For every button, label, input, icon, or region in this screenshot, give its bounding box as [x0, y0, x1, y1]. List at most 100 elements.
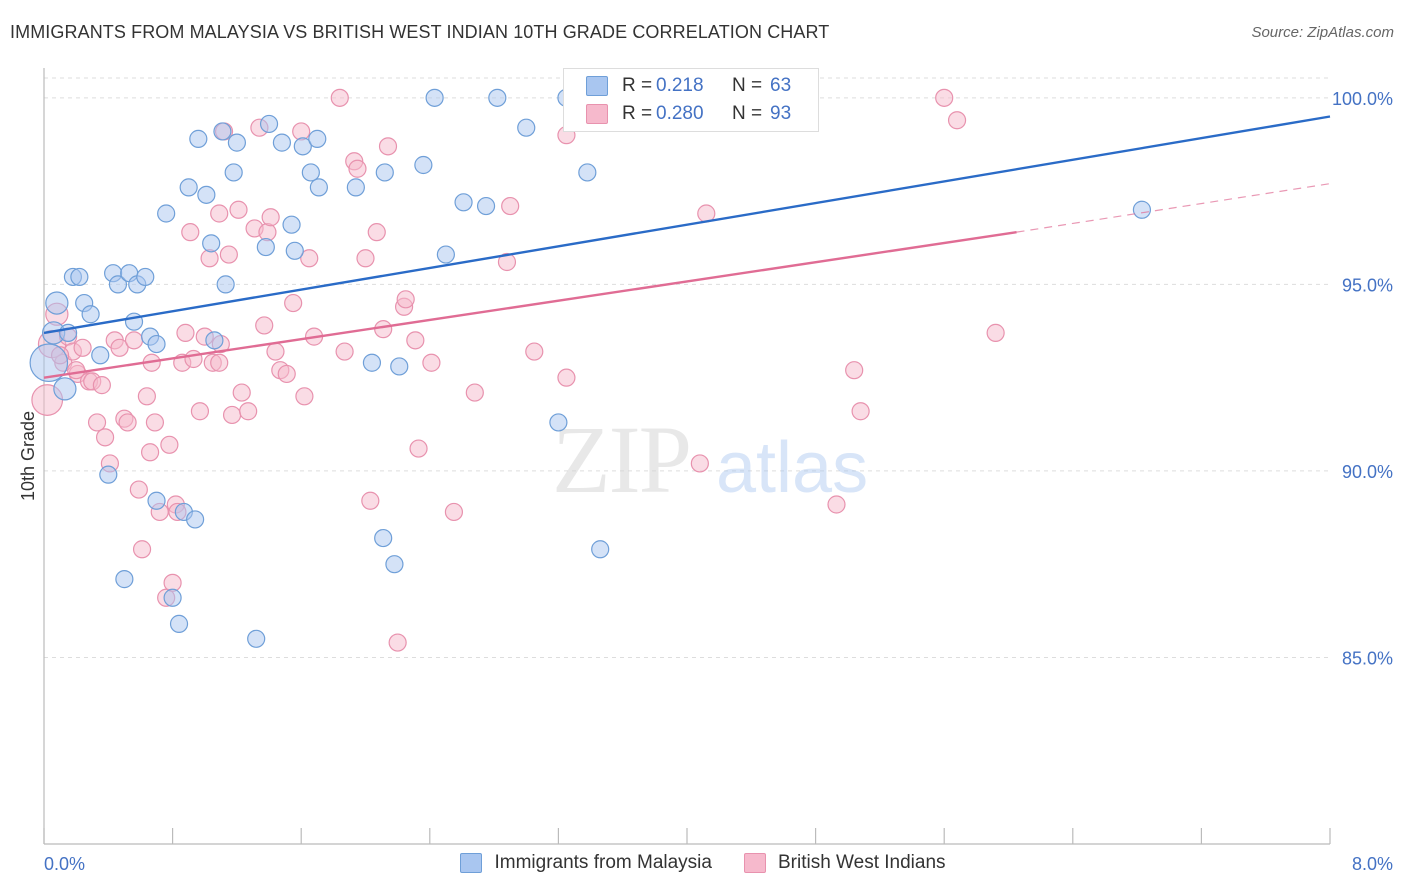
data-points	[29, 88, 1152, 652]
malaysia-point	[425, 88, 444, 107]
bwi-point	[137, 387, 156, 406]
bwi-point	[406, 331, 425, 350]
bwi-point	[444, 502, 464, 522]
malaysia-point	[91, 346, 110, 365]
bwi-point	[160, 435, 179, 454]
malaysia-point	[375, 163, 394, 182]
malaysia-point	[216, 275, 235, 294]
malaysia-point	[591, 540, 610, 559]
bwi-point	[266, 342, 285, 361]
malaysia-point	[256, 237, 275, 257]
bwi-point	[129, 480, 148, 499]
malaysia-point	[272, 133, 292, 152]
malaysia-point	[362, 353, 382, 372]
y-tick-label: 90.0%	[1342, 462, 1393, 482]
legend-n-value-malaysia: 63	[770, 75, 792, 96]
bwi-point	[367, 223, 386, 242]
legend-r-value-malaysia: 0.218	[656, 75, 704, 96]
legend-swatch-blue	[460, 853, 483, 873]
bwi-point	[190, 402, 210, 421]
legend-r-label: R =	[622, 75, 653, 96]
bwi-point	[92, 376, 111, 395]
x-tick-label-max: 8.0%	[1352, 854, 1393, 874]
trend-lines	[43, 115, 1331, 379]
legend-n-value-bwi: 93	[770, 103, 792, 124]
bwi-point	[239, 402, 258, 421]
bwi-point	[497, 252, 517, 272]
malaysia-point	[309, 178, 328, 197]
bwi-point	[73, 338, 92, 357]
legend-item-malaysia[interactable]: Immigrants from Malaysia	[460, 852, 712, 874]
bwi-point	[284, 293, 303, 313]
malaysia-point	[115, 570, 134, 589]
bwi-point	[140, 443, 160, 462]
malaysia-point	[205, 331, 224, 350]
malaysia-point	[169, 614, 189, 633]
bwi-point	[330, 88, 349, 107]
malaysia-point	[136, 267, 155, 287]
legend-swatch-blue	[586, 76, 608, 96]
source-credit: Source: ZipAtlas.com	[1251, 24, 1394, 41]
bwi-trend-line	[43, 230, 1017, 379]
malaysia-point	[147, 491, 166, 510]
bwi-point	[292, 122, 311, 141]
bwi-point	[95, 428, 115, 447]
bwi-point	[335, 342, 354, 361]
legend-swatch-pink	[586, 104, 608, 124]
malaysia-point	[53, 377, 77, 401]
bwi-point	[501, 196, 520, 216]
malaysia-point	[45, 291, 69, 315]
bwi-point	[200, 249, 219, 268]
bwi-point	[300, 249, 319, 268]
bwi-point	[374, 320, 393, 339]
malaysia-point	[227, 133, 246, 152]
bwi-point	[986, 323, 1005, 342]
y-tick-label: 95.0%	[1342, 275, 1393, 295]
malaysia-point	[163, 588, 182, 607]
malaysia-point	[157, 204, 176, 223]
bwi-point	[557, 368, 576, 387]
bwi-point	[690, 454, 709, 473]
malaysia-point	[301, 163, 320, 182]
bwi-point	[219, 245, 238, 264]
bwi-point	[210, 353, 229, 372]
bwi-point	[422, 353, 441, 372]
malaysia-point	[385, 555, 404, 574]
malaysia-point	[224, 163, 243, 182]
bwi-point	[851, 402, 870, 421]
bwi-point	[255, 316, 274, 335]
malaysia-point	[488, 88, 507, 107]
bwi-point	[396, 290, 415, 309]
bwi-point	[947, 111, 967, 130]
legend-item-bwi[interactable]: British West Indians	[743, 852, 946, 874]
bwi-point	[409, 439, 428, 458]
malaysia-point	[476, 196, 496, 216]
bwi-point	[87, 413, 107, 432]
malaysia-point	[285, 241, 304, 260]
malaysia-point	[197, 185, 216, 204]
legend-label-bwi: British West Indians	[777, 852, 946, 873]
bwi-point	[525, 342, 544, 361]
series-legend: Immigrants from Malaysia British West In…	[0, 852, 1406, 874]
bwi-point	[229, 200, 248, 219]
bwi-point	[232, 383, 251, 402]
chart-title: IMMIGRANTS FROM MALAYSIA VS BRITISH WEST…	[10, 22, 830, 42]
malaysia-point	[147, 334, 166, 354]
bwi-point	[295, 387, 314, 406]
bwi-point	[222, 405, 242, 425]
watermark-atlas: atlas	[716, 428, 868, 508]
malaysia-point	[517, 118, 536, 137]
bwi-trend-extension	[1016, 183, 1331, 233]
bwi-point	[361, 491, 380, 510]
malaysia-point	[259, 114, 279, 134]
bwi-point	[378, 137, 398, 156]
malaysia-point	[202, 234, 221, 253]
malaysia-point	[70, 267, 89, 287]
malaysia-point	[81, 305, 100, 324]
bwi-point	[258, 223, 277, 242]
bwi-point	[124, 331, 144, 350]
y-tick-label: 100.0%	[1332, 89, 1393, 109]
bwi-point	[181, 223, 200, 242]
bwi-point	[132, 540, 152, 559]
